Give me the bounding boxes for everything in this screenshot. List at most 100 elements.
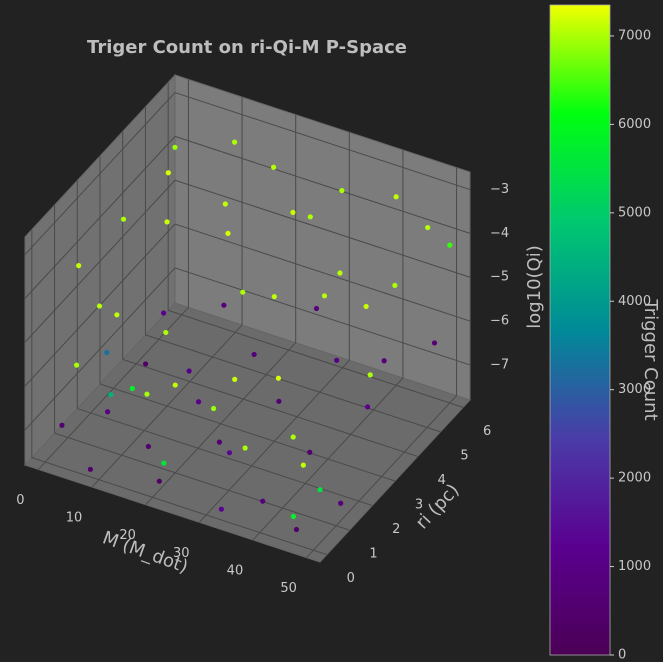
point	[108, 392, 114, 398]
point	[144, 391, 150, 397]
point	[431, 340, 438, 346]
point	[226, 450, 233, 456]
colorbar-tick-label: 7000	[618, 28, 651, 43]
point	[104, 409, 111, 415]
point	[367, 372, 373, 378]
grid-line	[168, 309, 464, 408]
grid-line	[174, 135, 471, 234]
point	[276, 398, 282, 404]
point	[240, 289, 246, 295]
colorbar-tick-label: 0	[618, 648, 626, 662]
point	[161, 460, 167, 466]
grid-line	[24, 179, 176, 343]
point	[317, 487, 323, 493]
point	[163, 329, 169, 336]
point	[307, 449, 313, 455]
point	[142, 361, 149, 367]
point	[87, 466, 94, 472]
chart-title: Triger Count on ri-Qi-M P-Space	[87, 37, 407, 58]
grid-line	[145, 334, 441, 433]
z-tick-label: −6	[490, 314, 509, 329]
x-tick-label: 40	[227, 563, 244, 578]
point	[290, 209, 296, 216]
colorbar-tick-label: 3000	[618, 382, 651, 397]
z-tick-label: −7	[490, 357, 509, 372]
point	[156, 478, 162, 484]
panes	[24, 73, 471, 563]
grid-line	[174, 267, 471, 366]
point	[120, 216, 127, 222]
point	[339, 187, 345, 194]
point	[73, 362, 80, 368]
colorbar-tick-label: 4000	[618, 294, 651, 309]
point	[338, 500, 344, 506]
point	[145, 443, 152, 450]
point	[364, 404, 371, 410]
point	[293, 526, 300, 533]
point	[307, 214, 313, 220]
grid-line	[174, 179, 471, 278]
y-tick-label: 1	[369, 547, 377, 562]
point	[114, 312, 120, 318]
point	[232, 376, 238, 382]
point	[129, 385, 135, 392]
point	[172, 144, 178, 150]
x-tick-label: 20	[119, 528, 136, 543]
point	[290, 434, 296, 440]
point	[271, 294, 277, 300]
point	[260, 498, 266, 504]
grid-line	[31, 457, 327, 556]
grid-line	[24, 267, 176, 431]
point	[321, 293, 328, 299]
y-tick-label: 4	[438, 473, 446, 488]
pane-back	[174, 74, 471, 401]
grid-line	[99, 383, 396, 482]
point	[76, 263, 82, 269]
point	[337, 270, 343, 276]
point	[334, 357, 340, 363]
y-tick-label: 2	[392, 522, 400, 537]
point	[300, 462, 306, 468]
point	[447, 242, 453, 248]
y-tick-label: 6	[483, 424, 491, 439]
colorbar-tick-label: 2000	[618, 471, 651, 486]
point	[290, 513, 297, 520]
x-tick-label: 50	[280, 581, 297, 596]
point	[96, 303, 103, 309]
point	[381, 358, 387, 364]
point	[275, 375, 282, 381]
point	[221, 302, 227, 308]
x-tick-label: 0	[16, 493, 24, 508]
point	[186, 368, 192, 374]
point	[313, 305, 320, 312]
point	[59, 422, 65, 428]
point	[172, 382, 178, 388]
grid-line	[24, 136, 176, 299]
z-tick-label: −3	[490, 182, 509, 197]
point	[231, 139, 238, 145]
point	[225, 230, 231, 236]
point	[242, 445, 248, 451]
colorbar	[549, 4, 611, 656]
y-tick-label: 0	[347, 571, 355, 586]
point	[222, 201, 228, 207]
point	[251, 351, 257, 358]
point	[270, 164, 277, 170]
colorbar-tick-label: 1000	[618, 559, 651, 574]
point	[164, 219, 170, 225]
z-tick-label: −5	[490, 270, 509, 285]
grid-line	[54, 432, 350, 531]
point	[392, 282, 398, 288]
grid-line	[77, 408, 373, 507]
point	[218, 506, 225, 512]
colorbar-tick-label: 5000	[618, 205, 651, 220]
grid-line	[24, 92, 176, 255]
grid-line	[174, 223, 471, 322]
point	[393, 194, 399, 200]
z-axis-label: log10(Qi)	[524, 245, 545, 329]
point	[160, 310, 167, 316]
colorbar-tick-label: 6000	[618, 117, 651, 132]
y-tick-label: 5	[460, 448, 468, 463]
point	[363, 303, 369, 310]
